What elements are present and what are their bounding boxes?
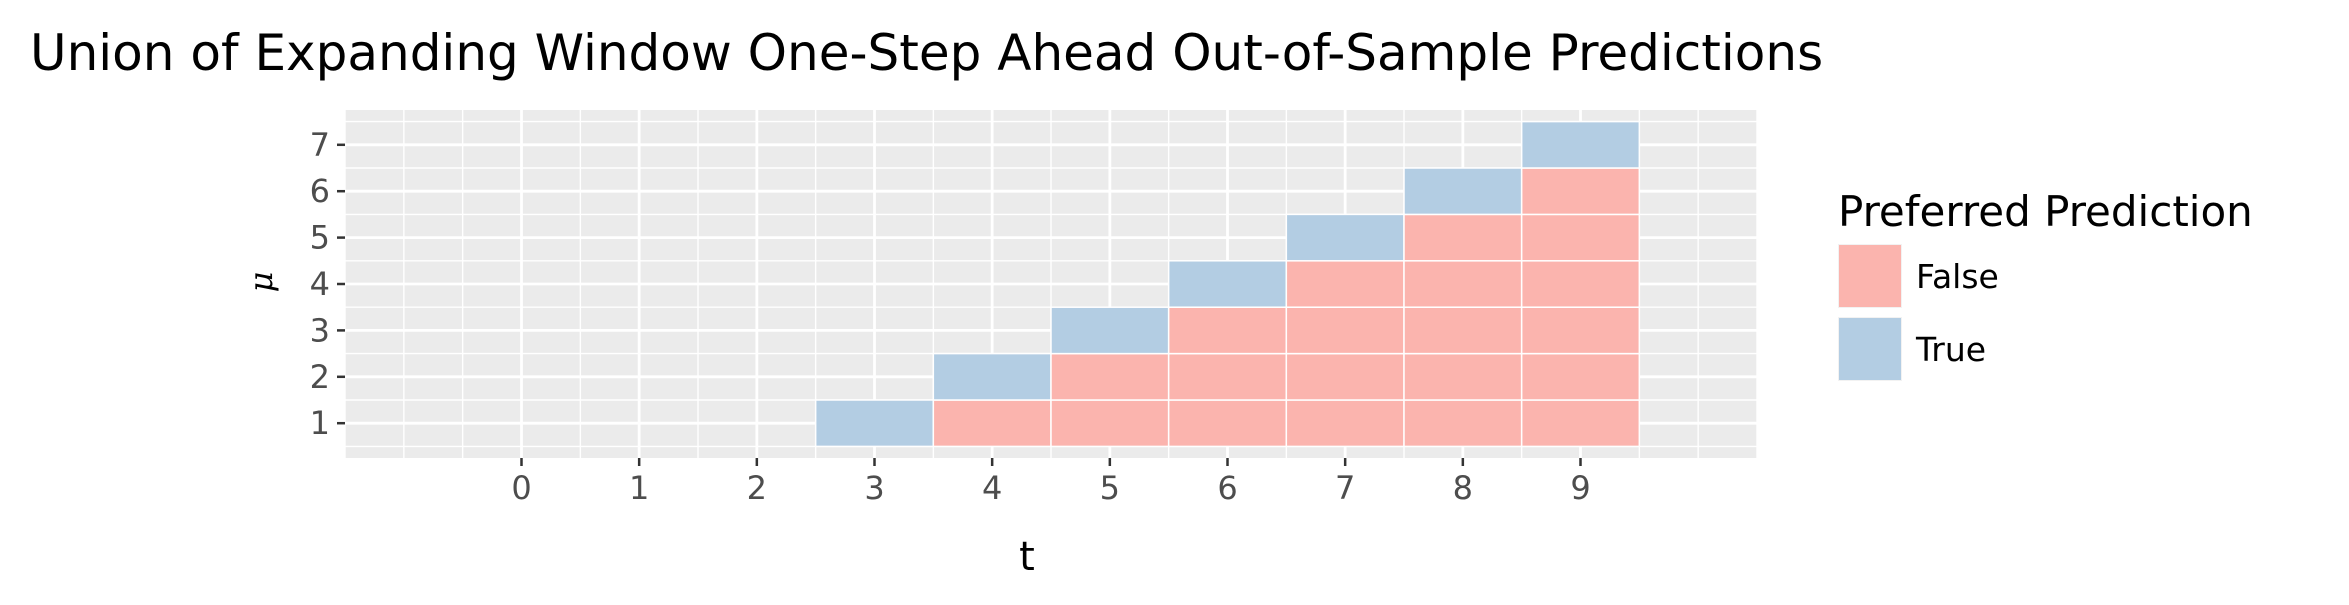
cell-false bbox=[1520, 306, 1641, 355]
y-tick-label: 6 bbox=[310, 172, 330, 210]
cell-false bbox=[1285, 399, 1405, 448]
x-tick-label: 8 bbox=[1453, 469, 1473, 507]
x-tick-label: 7 bbox=[1335, 469, 1355, 507]
cell-false bbox=[1050, 399, 1170, 448]
y-tick-label: 1 bbox=[310, 404, 330, 442]
cell-true bbox=[1285, 213, 1405, 262]
cell-false bbox=[1520, 399, 1641, 448]
cell-false bbox=[1285, 306, 1405, 355]
x-tick-label: 2 bbox=[747, 469, 767, 507]
y-tick-label: 5 bbox=[310, 219, 330, 257]
cell-false bbox=[1285, 352, 1405, 401]
cell-true bbox=[814, 399, 935, 448]
cell-false bbox=[1403, 399, 1523, 448]
y-tick-label: 7 bbox=[310, 126, 330, 164]
x-tick-label: 0 bbox=[511, 469, 531, 507]
y-axis-title: μ bbox=[242, 272, 280, 293]
x-tick-label: 5 bbox=[1100, 469, 1120, 507]
cell-false bbox=[1403, 352, 1523, 401]
cell-false bbox=[1403, 306, 1523, 355]
heatmap-cells bbox=[814, 120, 1641, 448]
cell-false bbox=[1285, 260, 1405, 308]
x-tick-label: 6 bbox=[1217, 469, 1237, 507]
cell-false bbox=[1520, 167, 1641, 216]
cell-false bbox=[932, 399, 1052, 448]
cell-false bbox=[1167, 306, 1288, 355]
cell-false bbox=[1167, 399, 1288, 448]
x-tick-label: 1 bbox=[629, 469, 649, 507]
y-axis: 1 2 3 4 5 6 7 bbox=[310, 126, 345, 442]
x-tick-label: 4 bbox=[982, 469, 1002, 507]
x-axis-title: t bbox=[1019, 534, 1035, 580]
chart-title: Union of Expanding Window One-Step Ahead… bbox=[30, 24, 1823, 82]
x-tick-label: 3 bbox=[864, 469, 884, 507]
legend: Preferred Prediction False True bbox=[1838, 187, 2253, 381]
cell-true bbox=[1167, 260, 1288, 308]
legend-key-false bbox=[1839, 245, 1901, 307]
cell-true bbox=[1403, 167, 1523, 216]
cell-false bbox=[1520, 260, 1641, 308]
legend-label-false: False bbox=[1916, 257, 1999, 296]
legend-key-true bbox=[1839, 318, 1901, 380]
cell-false bbox=[1050, 352, 1170, 401]
legend-label-true: True bbox=[1915, 330, 1986, 369]
x-axis: 0 1 2 3 4 5 6 7 8 9 bbox=[511, 458, 1591, 507]
cell-false bbox=[1403, 260, 1523, 308]
y-tick-label: 4 bbox=[310, 265, 330, 303]
cell-false bbox=[1520, 352, 1641, 401]
cell-true bbox=[1050, 306, 1170, 355]
legend-title: Preferred Prediction bbox=[1838, 187, 2253, 236]
cell-false bbox=[1520, 213, 1641, 262]
y-tick-label: 3 bbox=[310, 311, 330, 349]
cell-false bbox=[1403, 213, 1523, 262]
cell-false bbox=[1167, 352, 1288, 401]
y-tick-label: 2 bbox=[310, 358, 330, 396]
cell-true bbox=[1520, 120, 1641, 169]
x-tick-label: 9 bbox=[1570, 469, 1590, 507]
cell-true bbox=[932, 352, 1052, 401]
